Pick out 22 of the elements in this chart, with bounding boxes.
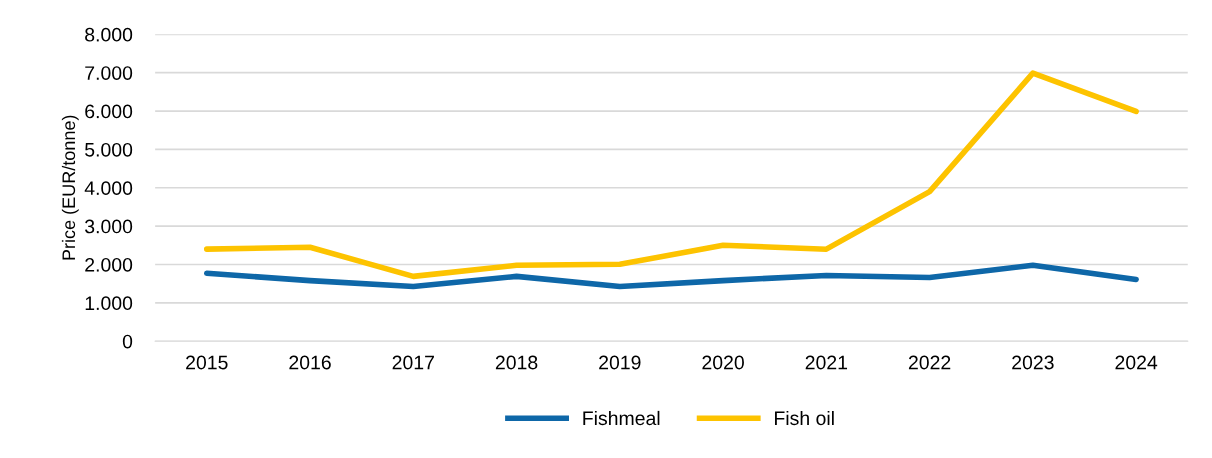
legend-label: Fish oil (775, 410, 834, 426)
x-tick-label: 2021 (805, 355, 848, 370)
legend-label: Fishmeal (583, 410, 660, 426)
y-tick-label: 6.000 (85, 104, 133, 119)
y-axis-title: Price (EUR/tonne) (61, 115, 79, 260)
x-tick-label: 2017 (392, 355, 434, 370)
x-tick-label: 2023 (1012, 355, 1054, 370)
x-tick-label: 2019 (599, 355, 641, 370)
x-tick-label: 2015 (186, 355, 228, 370)
y-tick-label: 5.000 (85, 142, 133, 157)
y-tick-label: 8.000 (85, 27, 133, 42)
y-tick-label: 7.000 (85, 66, 133, 80)
y-tick-label: 4.000 (84, 181, 133, 196)
x-tick-label: 2022 (908, 355, 951, 370)
x-tick-label: 2018 (495, 355, 538, 370)
x-tick-label: 2020 (702, 355, 744, 370)
x-tick-label: 2024 (1115, 355, 1158, 370)
y-tick-label: 2.000 (85, 257, 133, 272)
y-tick-label: 3.000 (85, 219, 133, 234)
y-tick-label: 1.000 (85, 296, 133, 311)
x-tick-label: 2016 (289, 355, 331, 370)
y-tick-label: 0 (122, 334, 133, 349)
